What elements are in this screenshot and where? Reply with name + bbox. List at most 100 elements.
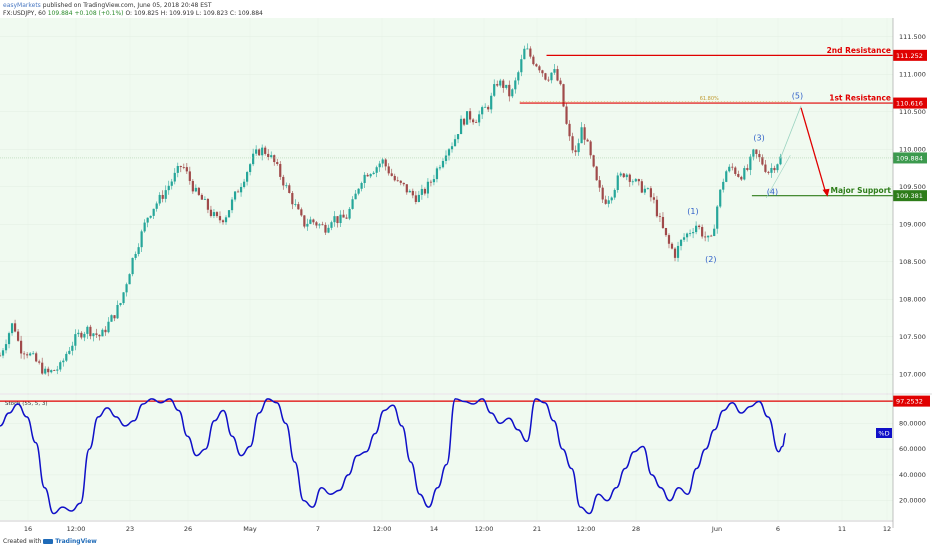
time-tick-label: 28 <box>632 525 640 533</box>
price-tick-label: 111.000 <box>899 70 926 78</box>
candle <box>444 155 448 161</box>
candle <box>83 333 86 338</box>
candle <box>607 200 610 204</box>
tradingview-brand[interactable]: TradingView <box>55 538 97 545</box>
level-label: 1st Resistance <box>829 94 891 103</box>
projection-arrow-line <box>800 107 827 194</box>
candle <box>520 59 523 73</box>
candle <box>613 189 616 198</box>
candle <box>541 70 544 74</box>
candle <box>77 332 80 335</box>
stoch-plot-area[interactable] <box>0 395 893 520</box>
candle <box>273 155 276 163</box>
candle <box>435 168 439 180</box>
candle <box>167 185 170 191</box>
candle <box>538 66 541 71</box>
level-price-tag-text: 111.252 <box>896 52 923 60</box>
candle <box>134 254 137 258</box>
candle <box>773 167 776 171</box>
candle <box>701 227 704 237</box>
candle <box>116 304 119 319</box>
candle <box>429 181 433 183</box>
candle <box>586 139 589 142</box>
candle <box>101 329 104 337</box>
stoch-title: Stoch (55, 5, 3) <box>5 401 48 407</box>
candle <box>719 189 722 207</box>
time-tick-label: 16 <box>24 525 32 533</box>
price-tick-label: 110.500 <box>899 108 926 116</box>
candle <box>128 274 131 285</box>
candle <box>722 181 725 190</box>
stoch-legend-label: %D <box>878 430 889 438</box>
time-tick-label: 6 <box>776 525 780 533</box>
candle <box>523 48 526 60</box>
candle <box>628 174 631 182</box>
candle <box>125 284 128 293</box>
candle <box>348 208 351 219</box>
candle <box>16 331 20 341</box>
candle <box>236 191 240 193</box>
candle <box>438 167 442 169</box>
candle <box>29 353 32 356</box>
candle <box>80 332 83 338</box>
candle <box>459 118 463 135</box>
candle <box>7 333 11 345</box>
price-tick-label: 107.000 <box>899 370 926 378</box>
candle <box>688 233 692 235</box>
candle <box>224 217 228 223</box>
projection-arrow-head <box>822 188 830 197</box>
candle <box>496 84 499 86</box>
candle <box>402 182 405 185</box>
candle <box>92 333 95 337</box>
candle <box>526 48 529 50</box>
candle <box>625 174 628 178</box>
candle <box>670 243 674 249</box>
candle <box>601 187 604 200</box>
main-plot-area[interactable] <box>0 18 893 393</box>
candle <box>676 245 680 258</box>
candle <box>53 370 56 371</box>
level-price-tag <box>893 49 927 61</box>
candle <box>372 172 375 175</box>
level-price-tag-text: 110.616 <box>896 100 923 108</box>
candle <box>1 350 5 356</box>
wave-label: (2) <box>705 255 716 264</box>
candle <box>767 171 770 173</box>
candle <box>589 141 592 156</box>
candle <box>580 127 583 144</box>
candle <box>740 176 743 180</box>
candle <box>779 156 782 165</box>
candle <box>713 228 716 237</box>
candle <box>725 171 728 182</box>
fib-label: 61.80% <box>700 96 719 102</box>
last-price: 109.884 <box>47 10 73 17</box>
candle <box>98 334 101 337</box>
candle <box>595 166 598 181</box>
candle <box>19 340 23 354</box>
candle <box>544 73 547 80</box>
candle <box>41 362 44 374</box>
symbol-text: FX:USDJPY, 60 <box>3 10 46 17</box>
candle <box>291 193 294 205</box>
candle <box>755 149 758 154</box>
wave-label: (5) <box>792 91 803 100</box>
candle <box>227 210 231 218</box>
candle <box>182 167 185 168</box>
candle <box>405 184 408 193</box>
candle <box>423 188 426 194</box>
candle <box>113 315 116 319</box>
price-tick-label: 108.000 <box>899 295 926 303</box>
candle <box>664 228 668 236</box>
candle <box>568 123 571 137</box>
level-label: 2nd Resistance <box>827 46 891 55</box>
candle <box>490 95 493 110</box>
candle <box>345 217 348 219</box>
close-value: C: 109.884 <box>229 10 263 17</box>
candle <box>155 203 158 209</box>
wave-label: (4) <box>767 187 778 196</box>
publisher-name[interactable]: easyMarkets <box>3 2 41 9</box>
candle <box>306 223 309 227</box>
publish-line: easyMarkets published on TradingView.com… <box>3 2 212 9</box>
candle <box>532 56 535 65</box>
candle <box>408 190 411 193</box>
